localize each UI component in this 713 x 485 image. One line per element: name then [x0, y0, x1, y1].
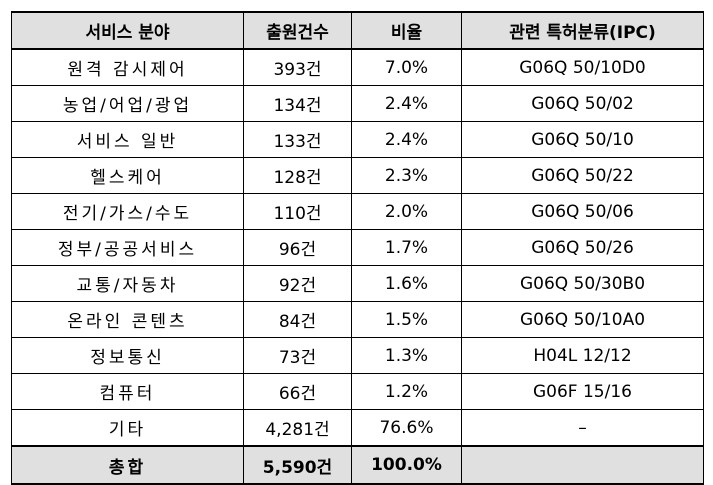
- header-row: 서비스 분야 출원건수 비율 관련 특허분류(IPC): [11, 11, 704, 50]
- table-row: 정부/공공서비스 96건 1.7% G06Q 50/26: [11, 229, 704, 266]
- cell-ipc: –: [461, 409, 704, 447]
- cell-service-field: 전기/가스/수도: [11, 193, 244, 230]
- cell-ipc: G06F 15/16: [461, 373, 704, 410]
- total-label: 총합: [11, 445, 244, 485]
- cell-application-count: 84건: [243, 301, 352, 338]
- cell-application-count: 92건: [243, 265, 352, 302]
- cell-service-field: 정부/공공서비스: [11, 229, 244, 266]
- cell-ipc: G06Q 50/10: [461, 121, 704, 158]
- table-header: 서비스 분야 출원건수 비율 관련 특허분류(IPC): [11, 11, 704, 50]
- cell-application-count: 4,281건: [243, 409, 352, 447]
- table-row: 헬스케어 128건 2.3% G06Q 50/22: [11, 157, 704, 194]
- cell-application-count: 134건: [243, 85, 352, 122]
- cell-ratio: 1.2%: [351, 373, 462, 410]
- cell-application-count: 96건: [243, 229, 352, 266]
- cell-ratio: 1.7%: [351, 229, 462, 266]
- cell-ipc: G06Q 50/02: [461, 85, 704, 122]
- table-footer: 총합 5,590건 100.0%: [11, 445, 704, 485]
- cell-ratio: 1.6%: [351, 265, 462, 302]
- total-ratio: 100.0%: [351, 445, 462, 485]
- table-body: 원격 감시제어 393건 7.0% G06Q 50/10D0 농업/어업/광업 134건 2…: [11, 48, 704, 447]
- cell-ipc: G06Q 50/10D0: [461, 48, 704, 86]
- header-service-field: 서비스 분야: [11, 11, 244, 50]
- cell-service-field: 원격 감시제어: [11, 48, 244, 86]
- header-application-count: 출원건수: [243, 11, 352, 50]
- table-row: 컴퓨터 66건 1.2% G06F 15/16: [11, 373, 704, 410]
- cell-application-count: 110건: [243, 193, 352, 230]
- cell-service-field: 정보통신: [11, 337, 244, 374]
- cell-application-count: 393건: [243, 48, 352, 86]
- cell-ipc: G06Q 50/26: [461, 229, 704, 266]
- total-ipc: [461, 445, 704, 485]
- cell-ipc: H04L 12/12: [461, 337, 704, 374]
- cell-ipc: G06Q 50/22: [461, 157, 704, 194]
- total-row: 총합 5,590건 100.0%: [11, 445, 704, 485]
- table-row: 정보통신 73건 1.3% H04L 12/12: [11, 337, 704, 374]
- table-row: 온라인 콘텐츠 84건 1.5% G06Q 50/10A0: [11, 301, 704, 338]
- patent-service-table-container: 서비스 분야 출원건수 비율 관련 특허분류(IPC) 원격 감시제어 393건 7…: [11, 11, 704, 485]
- cell-ratio: 1.5%: [351, 301, 462, 338]
- patent-service-table: 서비스 분야 출원건수 비율 관련 특허분류(IPC) 원격 감시제어 393건 7…: [11, 11, 704, 485]
- cell-service-field: 기타: [11, 409, 244, 447]
- cell-service-field: 서비스 일반: [11, 121, 244, 158]
- cell-ratio: 2.4%: [351, 85, 462, 122]
- cell-application-count: 133건: [243, 121, 352, 158]
- cell-service-field: 온라인 콘텐츠: [11, 301, 244, 338]
- table-row: 원격 감시제어 393건 7.0% G06Q 50/10D0: [11, 48, 704, 86]
- table-row: 서비스 일반 133건 2.4% G06Q 50/10: [11, 121, 704, 158]
- cell-application-count: 73건: [243, 337, 352, 374]
- header-ipc: 관련 특허분류(IPC): [461, 11, 704, 50]
- cell-service-field: 컴퓨터: [11, 373, 244, 410]
- total-count: 5,590건: [243, 445, 352, 485]
- table-row: 교통/자동차 92건 1.6% G06Q 50/30B0: [11, 265, 704, 302]
- cell-ratio: 2.3%: [351, 157, 462, 194]
- cell-ipc: G06Q 50/06: [461, 193, 704, 230]
- cell-application-count: 66건: [243, 373, 352, 410]
- cell-ratio: 1.3%: [351, 337, 462, 374]
- cell-ratio: 7.0%: [351, 48, 462, 86]
- cell-ratio: 2.0%: [351, 193, 462, 230]
- header-ratio: 비율: [351, 11, 462, 50]
- cell-service-field: 헬스케어: [11, 157, 244, 194]
- cell-service-field: 교통/자동차: [11, 265, 244, 302]
- cell-ratio: 76.6%: [351, 409, 462, 447]
- cell-service-field: 농업/어업/광업: [11, 85, 244, 122]
- table-row: 농업/어업/광업 134건 2.4% G06Q 50/02: [11, 85, 704, 122]
- cell-ipc: G06Q 50/30B0: [461, 265, 704, 302]
- cell-ipc: G06Q 50/10A0: [461, 301, 704, 338]
- table-row: 전기/가스/수도 110건 2.0% G06Q 50/06: [11, 193, 704, 230]
- table-row: 기타 4,281건 76.6% –: [11, 409, 704, 447]
- cell-ratio: 2.4%: [351, 121, 462, 158]
- cell-application-count: 128건: [243, 157, 352, 194]
